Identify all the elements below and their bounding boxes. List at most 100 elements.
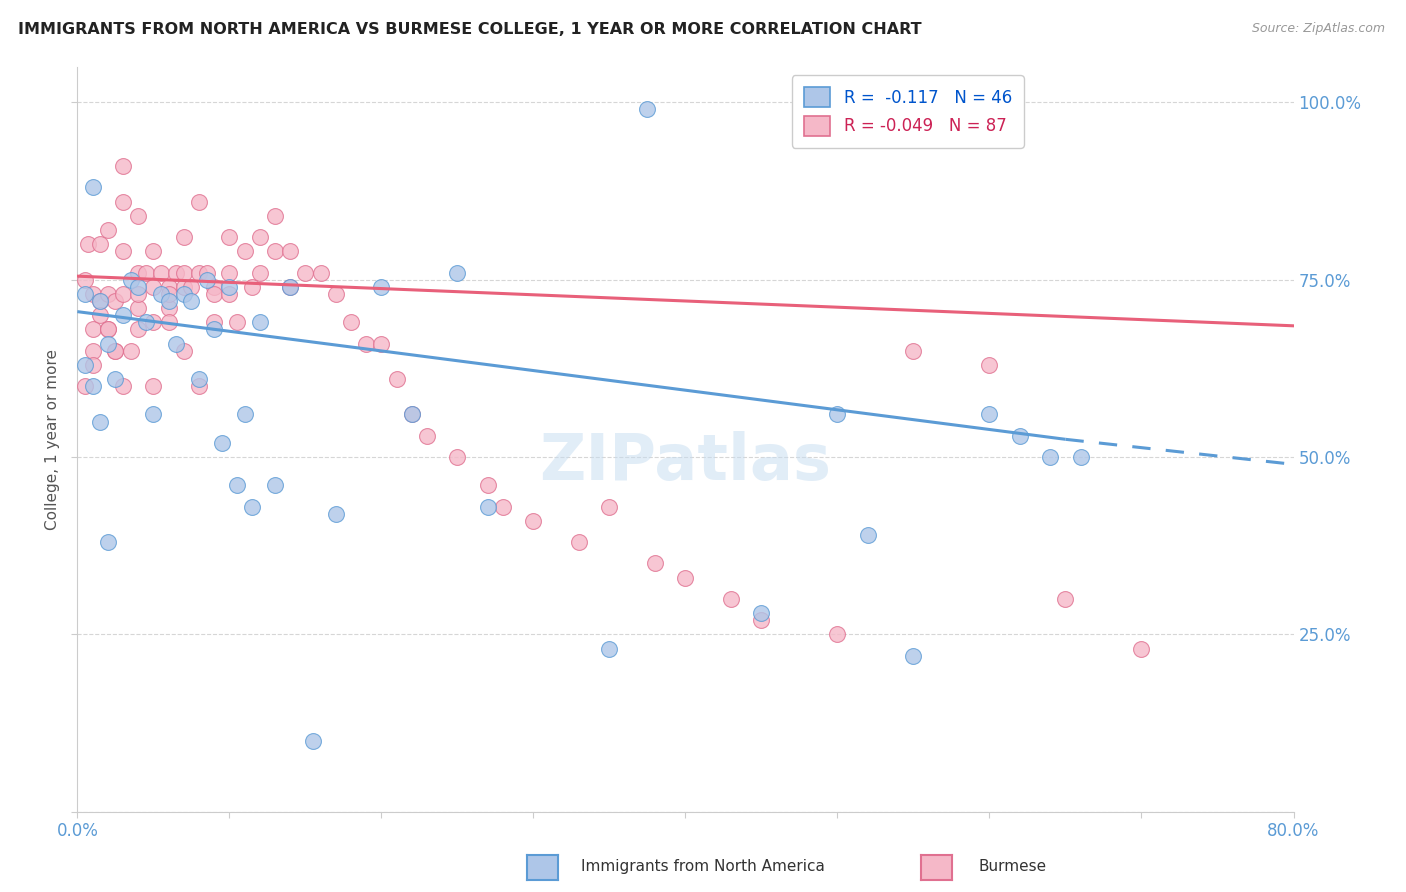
Point — [104, 343, 127, 358]
Point — [97, 322, 120, 336]
Point — [127, 209, 149, 223]
Point — [568, 535, 591, 549]
Point — [111, 194, 134, 209]
Point — [302, 733, 325, 747]
Point — [97, 286, 120, 301]
Point — [120, 273, 142, 287]
Point — [157, 293, 180, 308]
Point — [675, 571, 697, 585]
Point — [492, 500, 515, 514]
Point — [446, 450, 468, 464]
Point — [240, 280, 263, 294]
Point — [127, 280, 149, 294]
Point — [180, 280, 202, 294]
Point — [370, 336, 392, 351]
Point — [309, 266, 332, 280]
Point — [1008, 429, 1031, 443]
Point — [218, 266, 240, 280]
Point — [142, 280, 165, 294]
Point — [751, 606, 773, 620]
Point — [127, 301, 149, 315]
Point — [202, 322, 225, 336]
Point — [188, 379, 211, 393]
Point — [856, 528, 879, 542]
Point — [240, 500, 263, 514]
Point — [340, 315, 363, 329]
Point — [111, 159, 134, 173]
Point — [249, 266, 271, 280]
Point — [325, 286, 347, 301]
Point — [173, 230, 195, 244]
Point — [135, 266, 157, 280]
Point — [180, 293, 202, 308]
Point — [385, 372, 408, 386]
Point — [751, 613, 773, 627]
Point — [202, 315, 225, 329]
Text: Burmese: Burmese — [979, 859, 1046, 874]
Y-axis label: College, 1 year or more: College, 1 year or more — [45, 349, 60, 530]
Point — [278, 280, 301, 294]
Point — [89, 237, 111, 252]
Point — [477, 478, 499, 492]
Point — [89, 415, 111, 429]
Point — [211, 435, 233, 450]
Point — [636, 103, 658, 117]
Point — [111, 379, 134, 393]
Point — [120, 343, 142, 358]
Point — [73, 358, 96, 372]
Point — [354, 336, 377, 351]
Point — [104, 293, 127, 308]
Point — [202, 286, 225, 301]
Text: Immigrants from North America: Immigrants from North America — [581, 859, 825, 874]
Point — [903, 343, 925, 358]
Point — [249, 315, 271, 329]
Point — [278, 244, 301, 259]
Point — [522, 514, 544, 528]
Point — [97, 223, 120, 237]
Point — [1039, 450, 1062, 464]
Point — [264, 478, 287, 492]
Point — [979, 358, 1001, 372]
Point — [157, 280, 180, 294]
Point — [142, 244, 165, 259]
Point — [446, 266, 468, 280]
Point — [218, 286, 240, 301]
Point — [149, 266, 172, 280]
Point — [82, 286, 104, 301]
Point — [195, 273, 218, 287]
Point — [135, 315, 157, 329]
Point — [165, 336, 187, 351]
Point — [370, 280, 392, 294]
Point — [477, 500, 499, 514]
Point — [149, 286, 172, 301]
Point — [226, 478, 249, 492]
Point — [82, 343, 104, 358]
Point — [127, 286, 149, 301]
Point — [233, 244, 256, 259]
Point — [111, 286, 134, 301]
Point — [264, 244, 287, 259]
Point — [104, 343, 127, 358]
Point — [157, 286, 180, 301]
Point — [233, 408, 256, 422]
Point — [294, 266, 316, 280]
Point — [598, 500, 620, 514]
Point — [89, 308, 111, 322]
Point — [173, 280, 195, 294]
Text: IMMIGRANTS FROM NORTH AMERICA VS BURMESE COLLEGE, 1 YEAR OR MORE CORRELATION CHA: IMMIGRANTS FROM NORTH AMERICA VS BURMESE… — [18, 22, 922, 37]
Point — [173, 343, 195, 358]
Point — [401, 408, 423, 422]
Point — [111, 308, 134, 322]
Point — [142, 315, 165, 329]
Point — [142, 408, 165, 422]
Point — [278, 280, 301, 294]
Point — [202, 280, 225, 294]
Point — [82, 180, 104, 194]
Point — [77, 237, 100, 252]
Point — [82, 379, 104, 393]
Text: Source: ZipAtlas.com: Source: ZipAtlas.com — [1251, 22, 1385, 36]
Point — [97, 336, 120, 351]
Point — [401, 408, 423, 422]
Point — [89, 293, 111, 308]
Point — [720, 591, 742, 606]
